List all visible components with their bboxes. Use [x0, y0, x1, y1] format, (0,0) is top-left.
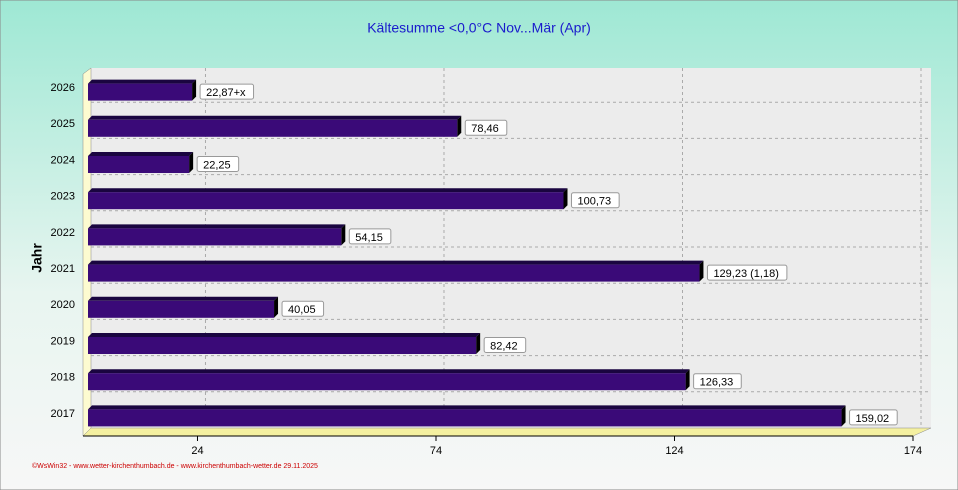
value-label-box [483, 337, 527, 353]
bar-side [476, 333, 481, 354]
y-axis-title: Jahr [29, 243, 45, 273]
y-tick-label: 2021 [51, 263, 75, 275]
value-label: 54,15 [355, 232, 383, 244]
value-label-box [196, 156, 240, 172]
y-tick-label: 2019 [51, 335, 75, 347]
y-tick-label: 2026 [51, 82, 75, 94]
value-label: 78,46 [471, 123, 499, 135]
value-label-box [570, 192, 620, 209]
bar [88, 337, 477, 354]
x-tick-label: 124 [665, 445, 683, 457]
bar-side [341, 224, 346, 246]
value-label: 22,25 [203, 159, 231, 171]
floor [82, 427, 932, 437]
value-label: 100,73 [577, 196, 611, 208]
bar-top [88, 188, 568, 193]
bar [88, 192, 564, 210]
bar [88, 300, 275, 318]
bar-top [88, 260, 704, 265]
value-label: 126,33 [700, 377, 734, 389]
y-tick-label: 2024 [51, 154, 75, 166]
bar-side [685, 369, 690, 391]
bar [88, 228, 342, 246]
bar-top [88, 296, 279, 301]
value-label-box [849, 409, 898, 426]
bar-top [88, 224, 346, 229]
bar [88, 264, 700, 282]
bar-side [841, 405, 846, 427]
footer: ©WsWin32 - www.wetter-kirchenthumbach.de… [32, 462, 318, 470]
bar [88, 156, 190, 173]
value-label: 159,02 [856, 413, 890, 425]
y-tick-label: 2018 [51, 372, 75, 384]
y-tick-label: 2023 [51, 191, 75, 203]
bar-side [189, 152, 194, 173]
x-tick-label: 74 [430, 445, 442, 457]
bar-side [563, 188, 568, 210]
bar-side [699, 260, 704, 282]
value-label: 129,23 (1,18) [713, 268, 778, 280]
y-tick-label: 2020 [51, 299, 75, 311]
x-tick-label: 174 [904, 445, 922, 457]
chart-title: Kältesumme <0,0°C Nov...Mär (Apr) [367, 20, 591, 36]
value-label-box [348, 228, 392, 245]
bar [88, 119, 458, 137]
value-label-box [464, 119, 508, 136]
bar-side [274, 296, 279, 318]
bar-top [88, 79, 197, 84]
value-label-box [693, 373, 742, 390]
bar-top [88, 405, 846, 410]
value-label-box [706, 264, 788, 281]
value-label-box [281, 300, 325, 317]
value-label: 82,42 [490, 340, 518, 352]
value-label: 22,87+x [206, 87, 246, 99]
bar-side [457, 115, 462, 137]
bar [88, 373, 686, 391]
y-tick-label: 2025 [51, 118, 75, 130]
x-tick-label: 24 [191, 445, 203, 457]
y-tick-label: 2017 [51, 408, 75, 420]
bar-side [192, 79, 197, 101]
bar-top [88, 333, 481, 337]
bar-top [88, 152, 194, 156]
bar [88, 83, 193, 101]
y-tick-label: 2022 [51, 227, 75, 239]
value-label-box [199, 83, 255, 100]
bar-top [88, 115, 462, 120]
bar-top [88, 369, 690, 374]
value-label: 40,05 [288, 304, 316, 316]
bar [88, 409, 842, 427]
